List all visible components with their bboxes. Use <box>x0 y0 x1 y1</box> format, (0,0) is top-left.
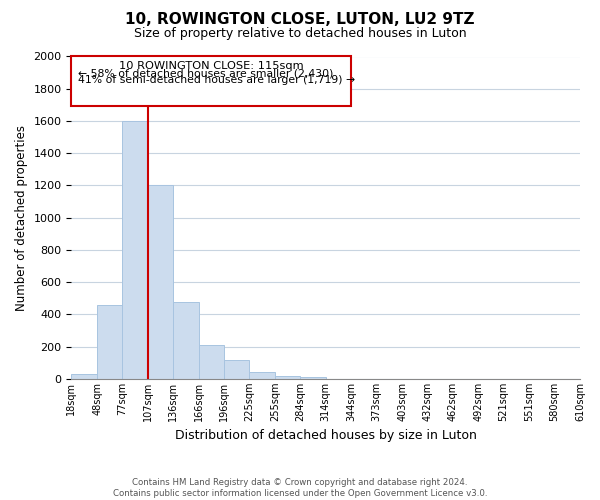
Text: Contains HM Land Registry data © Crown copyright and database right 2024.
Contai: Contains HM Land Registry data © Crown c… <box>113 478 487 498</box>
Bar <box>173 302 199 379</box>
Bar <box>97 304 122 379</box>
Bar <box>249 372 275 379</box>
Bar <box>148 186 173 379</box>
Bar <box>199 345 224 379</box>
Bar <box>122 121 148 379</box>
Text: ← 58% of detached houses are smaller (2,430): ← 58% of detached houses are smaller (2,… <box>78 68 334 78</box>
Y-axis label: Number of detached properties: Number of detached properties <box>15 124 28 310</box>
Bar <box>275 376 300 379</box>
X-axis label: Distribution of detached houses by size in Luton: Distribution of detached houses by size … <box>175 430 476 442</box>
Text: 10 ROWINGTON CLOSE: 115sqm: 10 ROWINGTON CLOSE: 115sqm <box>119 60 304 70</box>
Bar <box>224 360 249 379</box>
Bar <box>300 378 326 379</box>
Text: 10, ROWINGTON CLOSE, LUTON, LU2 9TZ: 10, ROWINGTON CLOSE, LUTON, LU2 9TZ <box>125 12 475 28</box>
FancyBboxPatch shape <box>71 56 352 106</box>
Bar <box>71 374 97 379</box>
Text: Size of property relative to detached houses in Luton: Size of property relative to detached ho… <box>134 28 466 40</box>
Text: 41% of semi-detached houses are larger (1,719) →: 41% of semi-detached houses are larger (… <box>78 74 355 85</box>
